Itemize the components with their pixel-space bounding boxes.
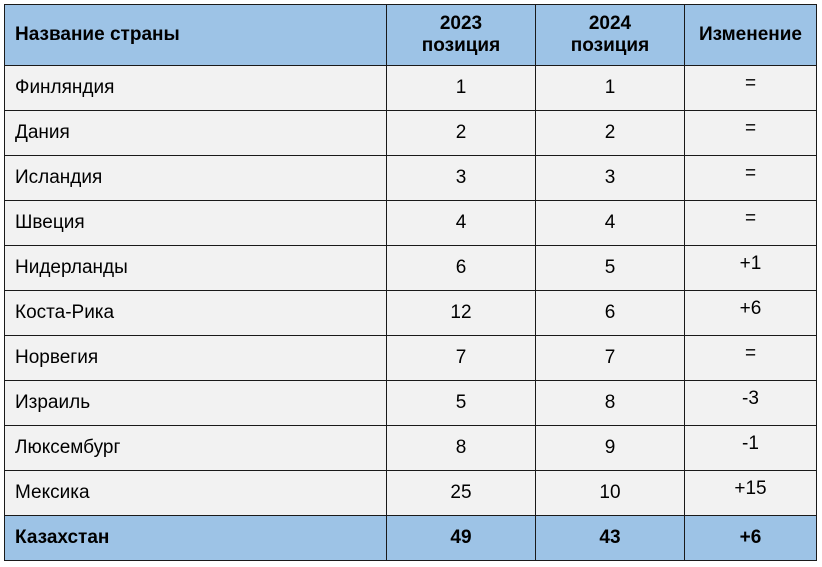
cell-country: Исландия <box>4 155 387 201</box>
header-2024-year: 2024 <box>588 13 632 34</box>
table-row: Люксембург 8 9 -1 <box>4 425 817 471</box>
table-row: Швеция 4 4 = <box>4 200 817 246</box>
table-row: Норвегия 7 7 = <box>4 335 817 381</box>
cell-country: Швеция <box>4 200 387 246</box>
footer-change: +6 <box>684 515 817 561</box>
cell-2023: 25 <box>386 470 536 516</box>
header-2023-label: позиция <box>421 35 501 56</box>
cell-2024: 7 <box>535 335 685 381</box>
cell-2023: 12 <box>386 290 536 336</box>
cell-country: Финляндия <box>4 65 387 111</box>
cell-change: -3 <box>684 380 817 426</box>
table-row: Исландия 3 3 = <box>4 155 817 201</box>
cell-2023: 2 <box>386 110 536 156</box>
table-row: Израиль 5 8 -3 <box>4 380 817 426</box>
header-2024: 2024 позиция <box>535 4 685 66</box>
cell-change: +6 <box>684 290 817 336</box>
cell-country: Нидерланды <box>4 245 387 291</box>
header-country: Название страны <box>4 4 387 66</box>
footer-row-kazakhstan: Казахстан 49 43 +6 <box>4 515 817 561</box>
cell-2023: 3 <box>386 155 536 201</box>
cell-change: = <box>684 335 817 381</box>
header-2024-label: позиция <box>570 35 650 56</box>
cell-2023: 1 <box>386 65 536 111</box>
cell-2024: 2 <box>535 110 685 156</box>
table-row: Финляндия 1 1 = <box>4 65 817 111</box>
header-2023-year: 2023 <box>439 13 483 34</box>
cell-change: +15 <box>684 470 817 516</box>
footer-2024: 43 <box>535 515 685 561</box>
table-row: Мексика 25 10 +15 <box>4 470 817 516</box>
cell-country: Норвегия <box>4 335 387 381</box>
footer-2023: 49 <box>386 515 536 561</box>
cell-2023: 7 <box>386 335 536 381</box>
cell-country: Люксембург <box>4 425 387 471</box>
cell-2024: 9 <box>535 425 685 471</box>
table-row: Коста-Рика 12 6 +6 <box>4 290 817 336</box>
cell-change: -1 <box>684 425 817 471</box>
cell-2023: 8 <box>386 425 536 471</box>
cell-2024: 4 <box>535 200 685 246</box>
cell-2023: 6 <box>386 245 536 291</box>
cell-change: = <box>684 110 817 156</box>
ranking-table-container: Название страны 2023 позиция 2024 позици… <box>4 4 817 561</box>
cell-country: Мексика <box>4 470 387 516</box>
header-2023: 2023 позиция <box>386 4 536 66</box>
cell-change: = <box>684 155 817 201</box>
cell-change: +1 <box>684 245 817 291</box>
table-row: Нидерланды 6 5 +1 <box>4 245 817 291</box>
cell-change: = <box>684 200 817 246</box>
cell-country: Коста-Рика <box>4 290 387 336</box>
cell-country: Дания <box>4 110 387 156</box>
cell-2024: 6 <box>535 290 685 336</box>
table-row: Дания 2 2 = <box>4 110 817 156</box>
ranking-table: Название страны 2023 позиция 2024 позици… <box>4 4 817 561</box>
cell-country: Израиль <box>4 380 387 426</box>
cell-change: = <box>684 65 817 111</box>
cell-2024: 10 <box>535 470 685 516</box>
footer-country: Казахстан <box>4 515 387 561</box>
cell-2024: 1 <box>535 65 685 111</box>
header-change: Изменение <box>684 4 817 66</box>
cell-2024: 3 <box>535 155 685 201</box>
cell-2024: 5 <box>535 245 685 291</box>
cell-2024: 8 <box>535 380 685 426</box>
header-row: Название страны 2023 позиция 2024 позици… <box>4 4 817 66</box>
cell-2023: 5 <box>386 380 536 426</box>
cell-2023: 4 <box>386 200 536 246</box>
